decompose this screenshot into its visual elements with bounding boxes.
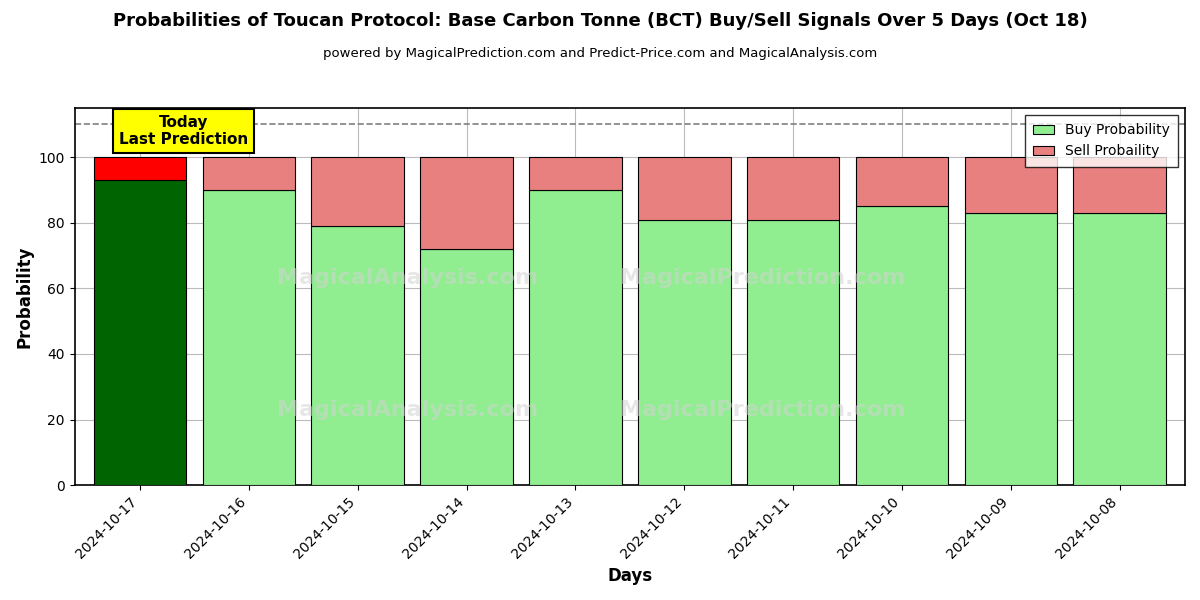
Bar [203,190,295,485]
Text: MagicalAnalysis.com: MagicalAnalysis.com [277,268,539,288]
Bar [529,190,622,485]
Bar [529,157,622,190]
Text: Probabilities of Toucan Protocol: Base Carbon Tonne (BCT) Buy/Sell Signals Over : Probabilities of Toucan Protocol: Base C… [113,12,1087,30]
Bar [420,249,512,485]
Bar [746,220,839,485]
Bar [312,226,404,485]
Bar [94,157,186,180]
Bar [1074,157,1166,213]
Bar [746,157,839,220]
Bar [94,180,186,485]
Text: MagicalPrediction.com: MagicalPrediction.com [620,268,906,288]
Bar [965,157,1057,213]
Legend: Buy Probability, Sell Probaility: Buy Probability, Sell Probaility [1025,115,1178,167]
Bar [638,220,731,485]
Bar [856,157,948,206]
Text: powered by MagicalPrediction.com and Predict-Price.com and MagicalAnalysis.com: powered by MagicalPrediction.com and Pre… [323,47,877,61]
Bar [420,157,512,249]
Text: Today
Last Prediction: Today Last Prediction [119,115,248,147]
X-axis label: Days: Days [607,567,653,585]
Bar [1074,213,1166,485]
Text: MagicalPrediction.com: MagicalPrediction.com [620,400,906,420]
Y-axis label: Probability: Probability [16,245,34,348]
Bar [856,206,948,485]
Text: MagicalAnalysis.com: MagicalAnalysis.com [277,400,539,420]
Bar [965,213,1057,485]
Bar [203,157,295,190]
Bar [638,157,731,220]
Bar [312,157,404,226]
